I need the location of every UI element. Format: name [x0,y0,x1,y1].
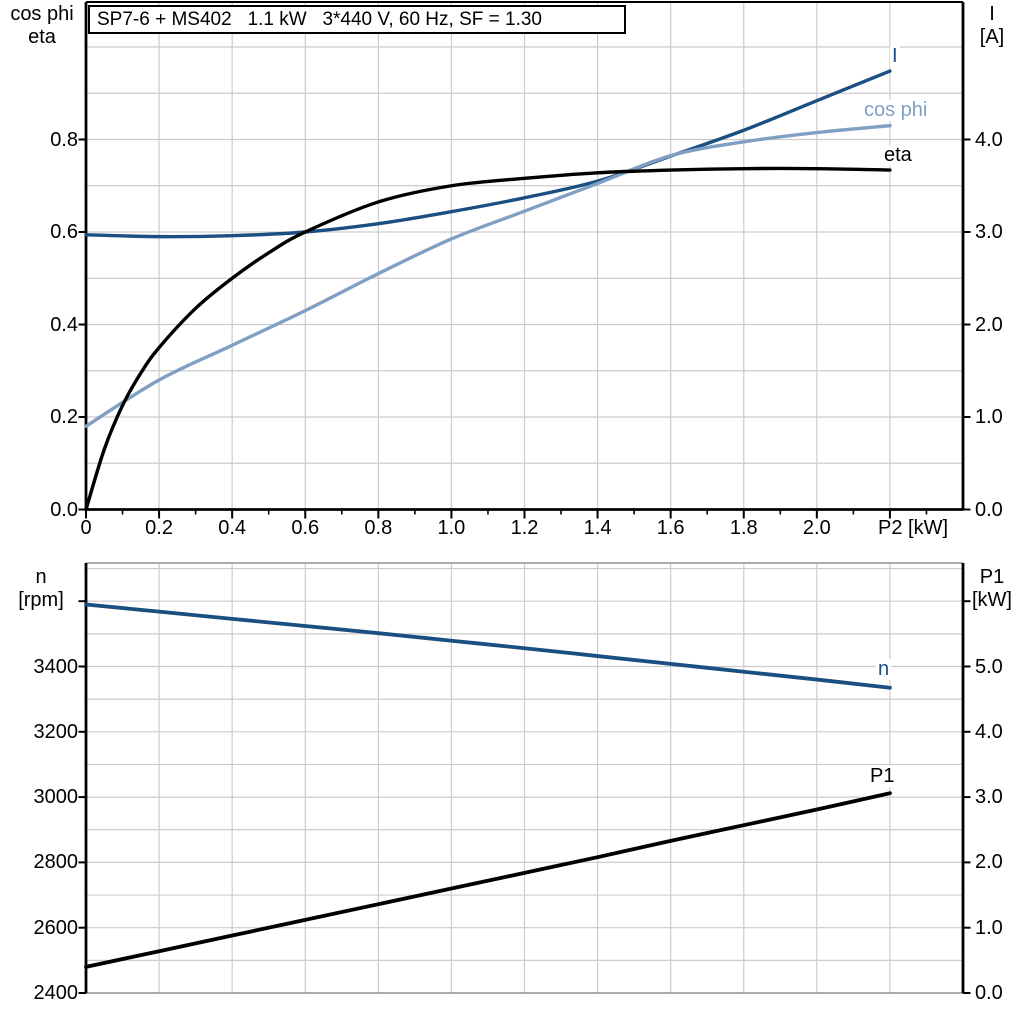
n-axis-title-line2: [rpm] [18,589,64,611]
curve-label-current: I [890,45,900,67]
lower-chart-plot [78,562,971,994]
lower-right-axis-title: P1 [kW] [961,566,1023,612]
right-tick-label: 5.0 [975,655,1003,678]
x-tick-label: 2.0 [802,516,831,539]
curve-n [84,602,892,690]
curve-P1 [84,791,892,969]
left-tick-label: 3400 [33,655,79,678]
right-tick-label: 2.0 [975,313,1003,336]
left-tick-label: 2800 [33,851,79,874]
chart-title: SP7-6 + MS402 1.1 kW 3*440 V, 60 Hz, SF … [88,5,626,34]
left-axis-title-line1: cos phi [10,3,74,25]
p1-axis-title-line2: [kW] [972,589,1012,611]
curve-I [84,69,892,239]
curve-label-cos-phi: cos phi [862,99,930,121]
left-tick-label: 0.0 [50,498,78,521]
upper-chart-plot [78,1,971,519]
left-tick-label: 3200 [33,720,79,743]
curve-label-speed: n [876,658,892,680]
left-tick-label: 2400 [33,982,79,1004]
n-axis-title-line1: n [35,566,47,588]
right-tick-label: 0.0 [975,498,1003,521]
curve-label-p1: P1 [868,765,897,787]
upper-left-axis-title: cos phi eta [2,3,82,49]
x-tick-label: 0.2 [145,516,173,539]
right-axis-title-line1: I [989,3,995,25]
curve-eta [84,166,892,512]
x-tick-label: 1.0 [437,516,466,539]
curve-cos-phi [84,123,892,428]
curve-label-eta: eta [882,144,914,166]
p1-axis-title-line1: P1 [979,566,1005,588]
right-tick-label: 3.0 [975,786,1003,809]
right-tick-label: 1.0 [975,406,1003,428]
left-tick-label: 0.2 [50,406,78,428]
x-tick-label: 1.6 [656,516,685,539]
x-tick-label: 0.8 [364,516,393,539]
x-tick-label: 1.4 [583,516,612,539]
lower-left-axis-title: n [rpm] [0,566,82,612]
right-tick-label: 3.0 [975,221,1003,243]
x-tick-label: 1.8 [729,516,758,539]
x-tick-label: 0.6 [291,516,320,539]
x-tick-label: 0 [80,516,92,539]
left-tick-label: 2600 [33,916,79,939]
x-tick-label: 0.4 [218,516,247,539]
left-tick-label: 0.6 [50,221,78,243]
left-tick-label: 3000 [33,786,79,809]
left-tick-label: 0.8 [50,128,78,151]
left-tick-label: 0.4 [50,313,78,336]
x-tick-label: 1.2 [510,516,539,539]
right-tick-label: 4.0 [975,720,1003,743]
x-axis-title: P2 [kW] [878,517,949,539]
right-tick-label: 1.0 [975,916,1003,939]
left-axis-title-line2: eta [28,26,56,48]
right-tick-label: 0.0 [975,982,1003,1004]
right-tick-label: 4.0 [975,128,1003,151]
right-axis-title-line2: [A] [979,26,1005,48]
upper-right-axis-title: I [A] [963,3,1021,49]
right-tick-label: 2.0 [975,851,1003,874]
